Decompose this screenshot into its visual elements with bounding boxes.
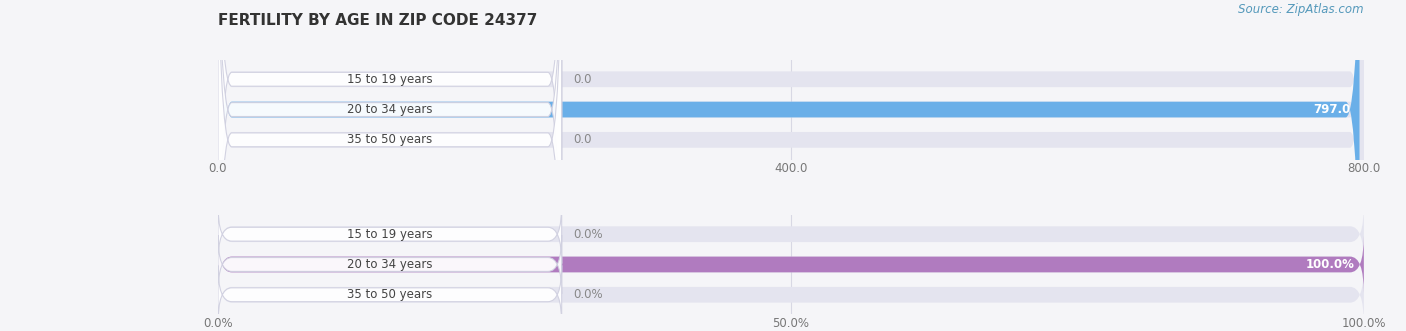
FancyBboxPatch shape <box>218 236 1364 293</box>
FancyBboxPatch shape <box>218 0 561 331</box>
FancyBboxPatch shape <box>218 265 561 324</box>
Text: 797.0: 797.0 <box>1313 103 1350 116</box>
FancyBboxPatch shape <box>218 0 1364 331</box>
FancyBboxPatch shape <box>218 0 561 331</box>
Text: 0.0: 0.0 <box>574 73 592 86</box>
FancyBboxPatch shape <box>218 205 561 263</box>
FancyBboxPatch shape <box>218 235 561 294</box>
Text: 35 to 50 years: 35 to 50 years <box>347 133 433 146</box>
Text: Source: ZipAtlas.com: Source: ZipAtlas.com <box>1239 3 1364 16</box>
Text: 35 to 50 years: 35 to 50 years <box>347 288 433 301</box>
Text: 100.0%: 100.0% <box>1306 258 1354 271</box>
Text: 0.0: 0.0 <box>574 133 592 146</box>
Text: 20 to 34 years: 20 to 34 years <box>347 258 433 271</box>
FancyBboxPatch shape <box>218 0 1364 331</box>
FancyBboxPatch shape <box>218 0 561 331</box>
Text: 0.0%: 0.0% <box>574 288 603 301</box>
FancyBboxPatch shape <box>218 266 1364 323</box>
Text: 15 to 19 years: 15 to 19 years <box>347 73 433 86</box>
Text: 15 to 19 years: 15 to 19 years <box>347 228 433 241</box>
Text: 20 to 34 years: 20 to 34 years <box>347 103 433 116</box>
FancyBboxPatch shape <box>218 206 1364 263</box>
Text: 0.0%: 0.0% <box>574 228 603 241</box>
FancyBboxPatch shape <box>218 0 1364 331</box>
FancyBboxPatch shape <box>218 236 1364 293</box>
FancyBboxPatch shape <box>218 0 1360 331</box>
Text: FERTILITY BY AGE IN ZIP CODE 24377: FERTILITY BY AGE IN ZIP CODE 24377 <box>218 13 537 28</box>
